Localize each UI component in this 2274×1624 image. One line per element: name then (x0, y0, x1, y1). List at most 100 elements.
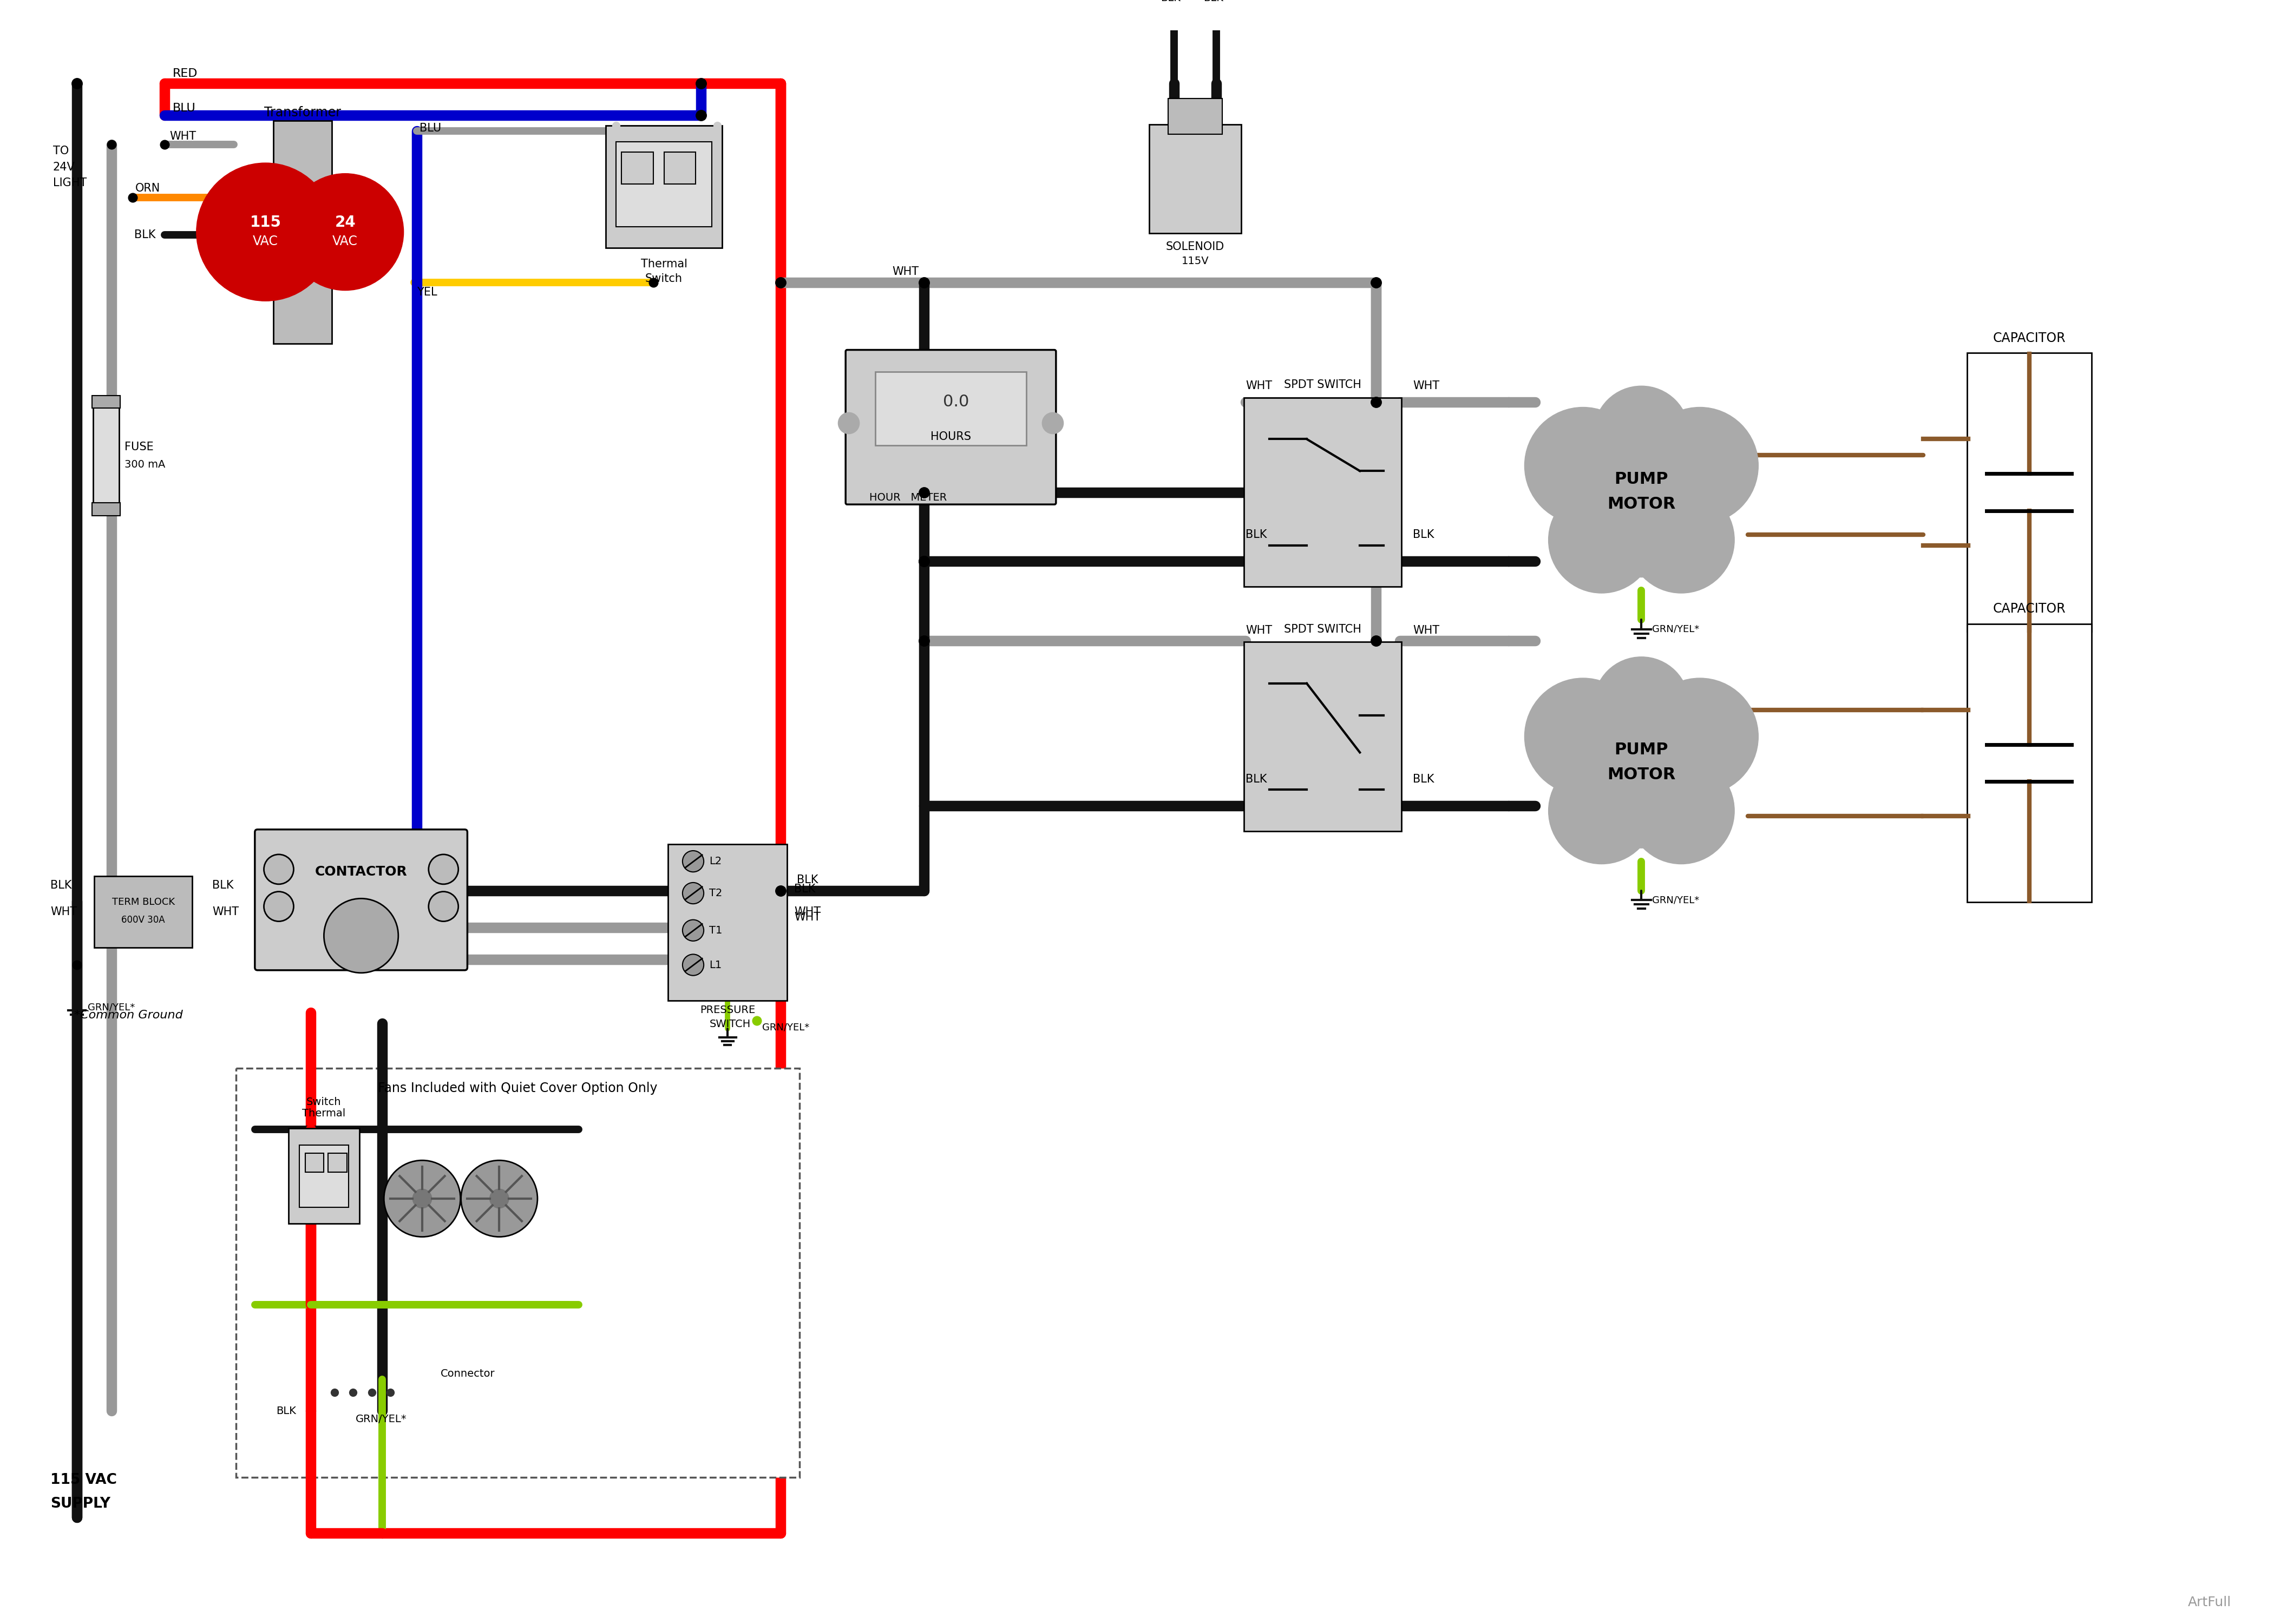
Text: 115V: 115V (1182, 257, 1210, 266)
Circle shape (384, 1160, 459, 1237)
Circle shape (1594, 387, 1690, 482)
Circle shape (412, 1189, 432, 1208)
Text: L1: L1 (709, 960, 721, 970)
Text: WHT: WHT (211, 906, 239, 918)
Circle shape (1628, 758, 1735, 864)
Circle shape (1562, 412, 1721, 572)
Circle shape (1549, 487, 1655, 593)
Text: 0.0: 0.0 (944, 395, 969, 409)
Text: WHT: WHT (891, 266, 919, 278)
Text: BLK: BLK (1412, 529, 1435, 541)
Text: WHT: WHT (794, 906, 821, 918)
Text: BLU: BLU (418, 123, 441, 133)
FancyBboxPatch shape (305, 1153, 323, 1173)
Text: SUPPLY: SUPPLY (50, 1497, 111, 1510)
Text: 115 VAC: 115 VAC (50, 1473, 116, 1488)
Circle shape (1642, 679, 1758, 794)
Text: GRN/YEL*: GRN/YEL* (355, 1415, 407, 1424)
Text: Fans Included with Quiet Cover Option Only: Fans Included with Quiet Cover Option On… (377, 1082, 657, 1095)
Text: PUMP: PUMP (1615, 742, 1669, 758)
FancyBboxPatch shape (664, 153, 696, 184)
FancyBboxPatch shape (93, 406, 118, 503)
Text: *Common Ground: *Common Ground (75, 1010, 182, 1021)
Text: BLK: BLK (1246, 529, 1267, 541)
Text: FUSE: FUSE (125, 442, 155, 453)
Circle shape (682, 851, 703, 872)
Text: GRN/YEL*: GRN/YEL* (1651, 624, 1699, 633)
Circle shape (489, 1189, 509, 1208)
Circle shape (264, 854, 293, 883)
Text: PUMP: PUMP (1615, 471, 1669, 487)
Text: SPDT SWITCH: SPDT SWITCH (1285, 624, 1362, 635)
Circle shape (682, 919, 703, 940)
Text: WHT: WHT (1246, 380, 1271, 391)
FancyBboxPatch shape (1244, 641, 1401, 831)
Text: Connector: Connector (441, 1369, 496, 1379)
FancyBboxPatch shape (669, 844, 787, 1000)
Text: MOTOR: MOTOR (1608, 767, 1676, 783)
Text: BLK: BLK (796, 874, 819, 885)
Text: BLK: BLK (275, 1406, 296, 1416)
Text: Transformer: Transformer (264, 106, 341, 119)
Text: SOLENOID: SOLENOID (1167, 242, 1223, 252)
Text: 300 mA: 300 mA (125, 460, 166, 469)
FancyBboxPatch shape (255, 830, 468, 970)
Text: T2: T2 (709, 888, 723, 898)
FancyBboxPatch shape (96, 877, 193, 947)
FancyBboxPatch shape (1169, 99, 1221, 135)
Text: GRN/YEL*: GRN/YEL* (762, 1023, 810, 1033)
Text: VAC: VAC (252, 235, 277, 248)
Text: Switch: Switch (646, 273, 682, 284)
FancyBboxPatch shape (621, 153, 653, 184)
FancyBboxPatch shape (605, 125, 723, 248)
Text: T1: T1 (709, 926, 723, 935)
Text: WHT: WHT (1412, 625, 1439, 635)
Circle shape (428, 892, 459, 921)
Text: Thermal: Thermal (302, 1109, 346, 1119)
Text: CAPACITOR: CAPACITOR (1992, 603, 2065, 615)
Circle shape (1524, 408, 1642, 525)
Text: 115: 115 (250, 214, 282, 231)
Text: WHT: WHT (171, 132, 196, 141)
Text: CAPACITOR: CAPACITOR (1992, 331, 2065, 344)
Text: 24V: 24V (52, 162, 75, 172)
Circle shape (1041, 412, 1064, 434)
Text: SPDT SWITCH: SPDT SWITCH (1285, 380, 1362, 390)
Text: RED: RED (173, 68, 198, 80)
Circle shape (1628, 487, 1735, 593)
FancyBboxPatch shape (846, 349, 1055, 505)
FancyBboxPatch shape (273, 120, 332, 344)
Text: HOUR   METER: HOUR METER (869, 492, 946, 503)
Text: BLK: BLK (1160, 0, 1180, 3)
Text: HOURS: HOURS (930, 430, 971, 442)
Circle shape (1549, 758, 1655, 864)
Text: BLK: BLK (1203, 0, 1223, 3)
Text: ORN: ORN (136, 184, 161, 193)
Circle shape (839, 412, 860, 434)
Text: GRN/YEL*: GRN/YEL* (86, 1002, 134, 1012)
Text: PRESSURE: PRESSURE (700, 1005, 755, 1015)
Text: 600V 30A: 600V 30A (121, 914, 166, 924)
Text: 24: 24 (334, 214, 355, 231)
FancyBboxPatch shape (289, 1129, 359, 1223)
Circle shape (264, 892, 293, 921)
FancyBboxPatch shape (616, 141, 712, 227)
Text: GRN/YEL*: GRN/YEL* (1651, 895, 1699, 905)
FancyBboxPatch shape (1967, 352, 2092, 632)
Text: TO: TO (52, 146, 68, 156)
Text: BLK: BLK (50, 880, 73, 890)
Text: YEL: YEL (416, 286, 437, 297)
Text: Switch: Switch (307, 1096, 341, 1108)
Circle shape (196, 162, 334, 300)
Circle shape (1555, 679, 1726, 848)
Circle shape (1555, 408, 1726, 577)
Circle shape (682, 882, 703, 905)
FancyBboxPatch shape (93, 396, 121, 408)
Circle shape (428, 854, 459, 883)
Text: LIGHT: LIGHT (52, 177, 86, 188)
Text: L2: L2 (709, 856, 721, 867)
FancyBboxPatch shape (327, 1153, 346, 1173)
Circle shape (323, 898, 398, 973)
Text: WHT: WHT (50, 906, 77, 918)
Circle shape (1642, 408, 1758, 525)
